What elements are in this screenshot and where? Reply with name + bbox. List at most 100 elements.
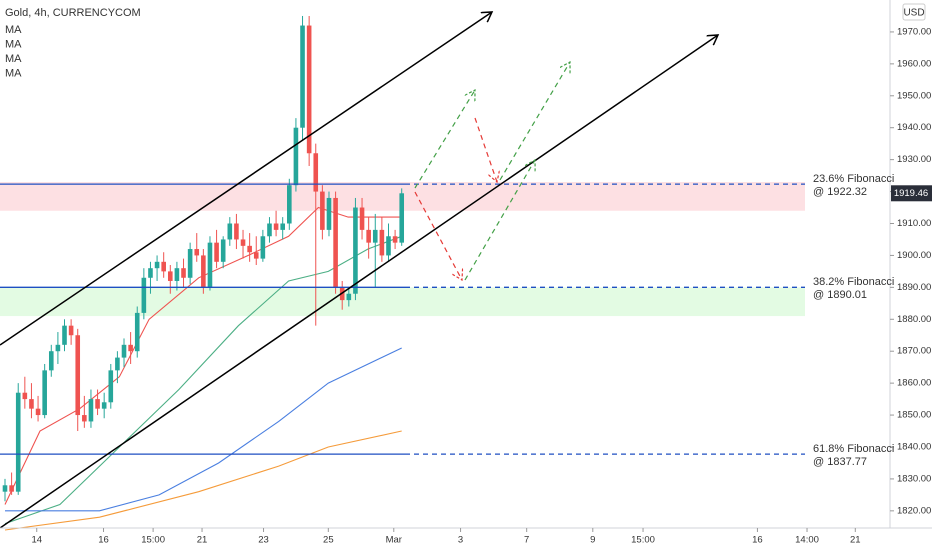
x-tick-label: 21 — [850, 535, 861, 546]
candle-body — [372, 229, 378, 243]
candle-body — [68, 325, 74, 336]
candle-body — [128, 344, 133, 352]
candle-body — [134, 312, 140, 352]
candle-body — [392, 236, 398, 243]
moving-average — [4, 430, 402, 531]
candle-body — [201, 255, 206, 288]
fib-value-label: @ 1890.01 — [813, 289, 867, 301]
moving-average — [5, 347, 402, 512]
y-tick-label: 1850.00 — [897, 410, 931, 421]
x-tick-label: 14 — [31, 535, 42, 546]
legend-entry: MA — [5, 24, 22, 36]
x-tick-label: 15:00 — [141, 535, 165, 546]
candle-body — [267, 223, 272, 237]
x-tick-label: 14:00 — [795, 535, 819, 546]
candle-body — [161, 261, 166, 272]
candle-body — [115, 357, 120, 371]
candle-body — [9, 485, 14, 492]
candle-body — [42, 370, 47, 416]
candle-body — [2, 485, 8, 492]
y-tick-label: 1840.00 — [897, 442, 931, 453]
candle-body — [29, 399, 34, 409]
y-tick-label: 1880.00 — [897, 314, 931, 325]
candle-body — [306, 25, 312, 154]
y-tick-label: 1870.00 — [897, 346, 931, 357]
y-tick-label: 1950.00 — [897, 90, 931, 101]
x-tick-label: 15:00 — [631, 535, 655, 546]
drawings — [0, 12, 718, 529]
candle-body — [234, 223, 239, 240]
x-tick-label: 21 — [197, 535, 208, 546]
candle-body — [333, 197, 338, 288]
candle-body — [88, 399, 94, 422]
fib-label: 23.6% Fibonacci — [813, 173, 894, 185]
projection-arrow — [464, 160, 535, 281]
candle-body — [15, 392, 21, 492]
x-tick-label: 3 — [458, 535, 463, 546]
candle-body — [75, 335, 81, 416]
fib-label: 61.8% Fibonacci — [813, 443, 894, 455]
x-tick-label: 25 — [323, 535, 334, 546]
candle-body — [220, 239, 226, 262]
candle-body — [346, 293, 352, 301]
price-tag-label: 1919.46 — [894, 188, 928, 199]
candle-body — [320, 191, 325, 230]
candle-body — [154, 261, 160, 269]
y-tick-label: 1820.00 — [897, 505, 931, 516]
y-tick-label: 1860.00 — [897, 378, 931, 389]
x-tick-label: 23 — [258, 535, 269, 546]
candle-body — [247, 245, 252, 253]
candle-body — [108, 370, 114, 403]
currency-box[interactable] — [902, 3, 926, 21]
legend-entry: MA — [5, 53, 22, 65]
candle-body — [55, 344, 61, 352]
x-tick-label: 16 — [98, 535, 109, 546]
legend-entry: MA — [5, 67, 22, 79]
candle-body — [227, 223, 233, 240]
zone — [0, 287, 805, 317]
candle-body — [101, 402, 107, 409]
candle-body — [386, 236, 391, 256]
candle-body — [300, 25, 305, 128]
candle-body — [366, 229, 371, 243]
candle-body — [95, 399, 100, 409]
candle-body — [293, 127, 299, 186]
candle-body — [207, 242, 213, 288]
y-tick-label: 1970.00 — [897, 26, 931, 37]
fib-value-label: @ 1837.77 — [813, 456, 867, 468]
legend-entry: MA — [5, 38, 22, 50]
projection-arrow — [499, 62, 570, 181]
candle-body — [181, 268, 186, 278]
projection-arrow — [414, 90, 475, 189]
candle-body — [253, 252, 259, 259]
candle-body — [379, 229, 385, 256]
fib-label: 38.2% Fibonacci — [813, 276, 894, 288]
x-tick-label: Mar — [386, 535, 402, 546]
candle-body — [35, 408, 41, 416]
y-tick-label: 1940.00 — [897, 122, 931, 133]
x-tick-label: 16 — [752, 535, 763, 546]
projection-arrow — [414, 191, 462, 280]
price-tag — [891, 185, 932, 202]
candle-body — [280, 223, 285, 230]
candle-body — [240, 239, 246, 246]
y-tick-label: 1890.00 — [897, 282, 931, 293]
candle-body — [260, 236, 266, 259]
candle-body — [187, 249, 193, 278]
candle-body — [48, 351, 54, 371]
candle-body — [313, 153, 319, 192]
channel-line — [0, 35, 718, 529]
y-tick-label: 1910.00 — [897, 218, 931, 229]
candle-body — [22, 392, 28, 400]
candle-body — [174, 268, 180, 281]
candle-body — [399, 193, 405, 243]
candle-body — [148, 268, 153, 278]
candle-body — [194, 249, 200, 256]
currency: USD — [903, 8, 924, 19]
channel-line — [0, 12, 492, 346]
candle-body — [82, 415, 87, 422]
x-tick-label: 7 — [524, 535, 529, 546]
projection-arrow — [474, 117, 497, 182]
candle-body — [353, 207, 358, 294]
candle-body — [326, 197, 332, 230]
